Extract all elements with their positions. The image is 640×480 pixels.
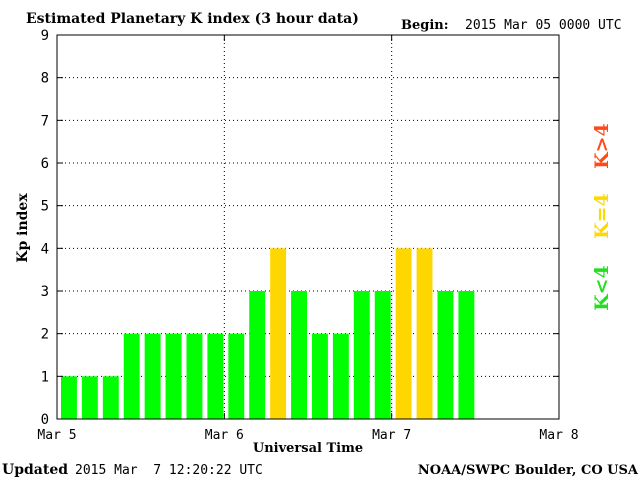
y-axis-title: Kp index xyxy=(15,193,31,263)
ticks xyxy=(57,35,559,419)
x-axis-title: Universal Time xyxy=(253,441,363,456)
kp-bar xyxy=(332,333,349,419)
y-tick-label: 1 xyxy=(41,369,49,385)
y-tick-label: 5 xyxy=(41,199,49,215)
x-tick-label: Mar 8 xyxy=(539,428,578,443)
kp-bar xyxy=(437,291,454,419)
kp-bar xyxy=(228,333,245,419)
bars xyxy=(61,248,475,419)
begin-label: Begin: xyxy=(401,18,449,33)
kp-bar xyxy=(123,333,140,419)
kp-bar xyxy=(416,248,433,419)
kp-bar xyxy=(61,376,77,419)
kp-bar xyxy=(249,291,266,419)
kp-bar xyxy=(395,248,412,419)
legend-item: K<4 xyxy=(591,265,613,311)
grid-lines xyxy=(57,35,559,419)
x-tick-labels: Mar 5 Mar 6 Mar 7 Mar 8 xyxy=(37,428,578,443)
kp-bar xyxy=(207,333,224,419)
kp-bar xyxy=(374,291,391,419)
kp-bar xyxy=(458,291,475,419)
source-credit: NOAA/SWPC Boulder, CO USA xyxy=(418,463,639,478)
y-tick-label: 8 xyxy=(41,71,49,87)
x-tick-label: Mar 5 xyxy=(37,428,76,443)
y-tick-label: 4 xyxy=(41,241,49,257)
y-tick-labels: 0 1 2 3 4 5 6 7 8 9 xyxy=(41,28,49,428)
y-tick-label: 0 xyxy=(41,412,49,428)
chart-title: Estimated Planetary K index (3 hour data… xyxy=(26,11,359,27)
y-tick-label: 2 xyxy=(41,327,49,343)
updated-value: 2015 Mar 7 12:20:22 UTC xyxy=(75,463,263,478)
y-tick-label: 7 xyxy=(41,113,49,129)
kp-bar xyxy=(144,333,161,419)
kp-bar xyxy=(102,376,119,419)
kp-bar xyxy=(186,333,203,419)
x-tick-label: Mar 6 xyxy=(205,428,244,443)
kp-bar xyxy=(165,333,182,419)
updated-label: Updated xyxy=(2,462,68,478)
legend: K<4 K=4 K>4 xyxy=(591,123,613,311)
plot-frame xyxy=(56,34,560,420)
legend-item: K>4 xyxy=(591,123,613,169)
kp-bar xyxy=(312,333,328,419)
x-tick-label: Mar 7 xyxy=(372,428,411,443)
begin-value: 2015 Mar 05 0000 UTC xyxy=(465,18,622,33)
kp-bar xyxy=(291,291,307,419)
y-tick-label: 3 xyxy=(41,284,49,300)
kp-bar xyxy=(81,376,98,419)
kp-bar xyxy=(270,248,287,419)
y-tick-label: 6 xyxy=(41,156,49,172)
y-tick-label: 9 xyxy=(41,28,49,44)
legend-item: K=4 xyxy=(591,193,613,239)
kp-bar xyxy=(353,291,370,419)
